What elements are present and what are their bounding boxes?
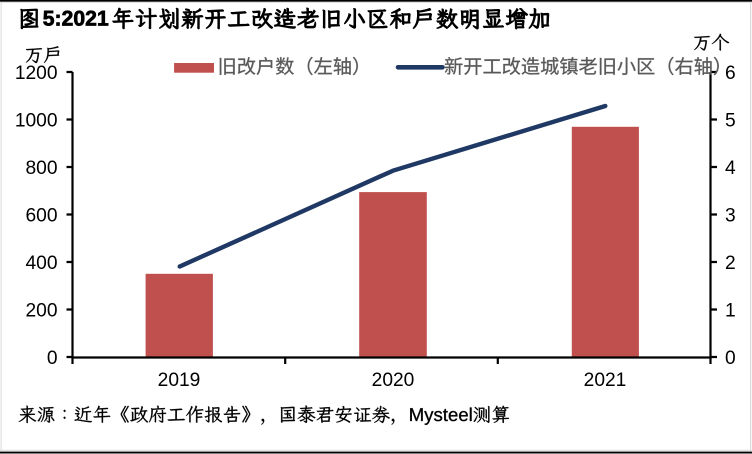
svg-text:800: 800 — [25, 158, 57, 179]
svg-text:2020: 2020 — [372, 370, 415, 391]
svg-text:3: 3 — [725, 206, 736, 227]
svg-text:1200: 1200 — [15, 63, 58, 84]
svg-text:6: 6 — [725, 63, 736, 84]
svg-text:1000: 1000 — [15, 111, 58, 132]
svg-text:0: 0 — [47, 348, 58, 369]
svg-text:2019: 2019 — [158, 370, 201, 391]
svg-text:2: 2 — [725, 253, 736, 274]
svg-text:0: 0 — [725, 348, 736, 369]
svg-text:4: 4 — [725, 158, 736, 179]
svg-text:5: 5 — [725, 111, 736, 132]
svg-text:400: 400 — [25, 253, 57, 274]
svg-text:600: 600 — [25, 206, 57, 227]
svg-text:200: 200 — [25, 301, 57, 322]
svg-text:2021: 2021 — [584, 370, 627, 391]
svg-text:1: 1 — [725, 301, 736, 322]
